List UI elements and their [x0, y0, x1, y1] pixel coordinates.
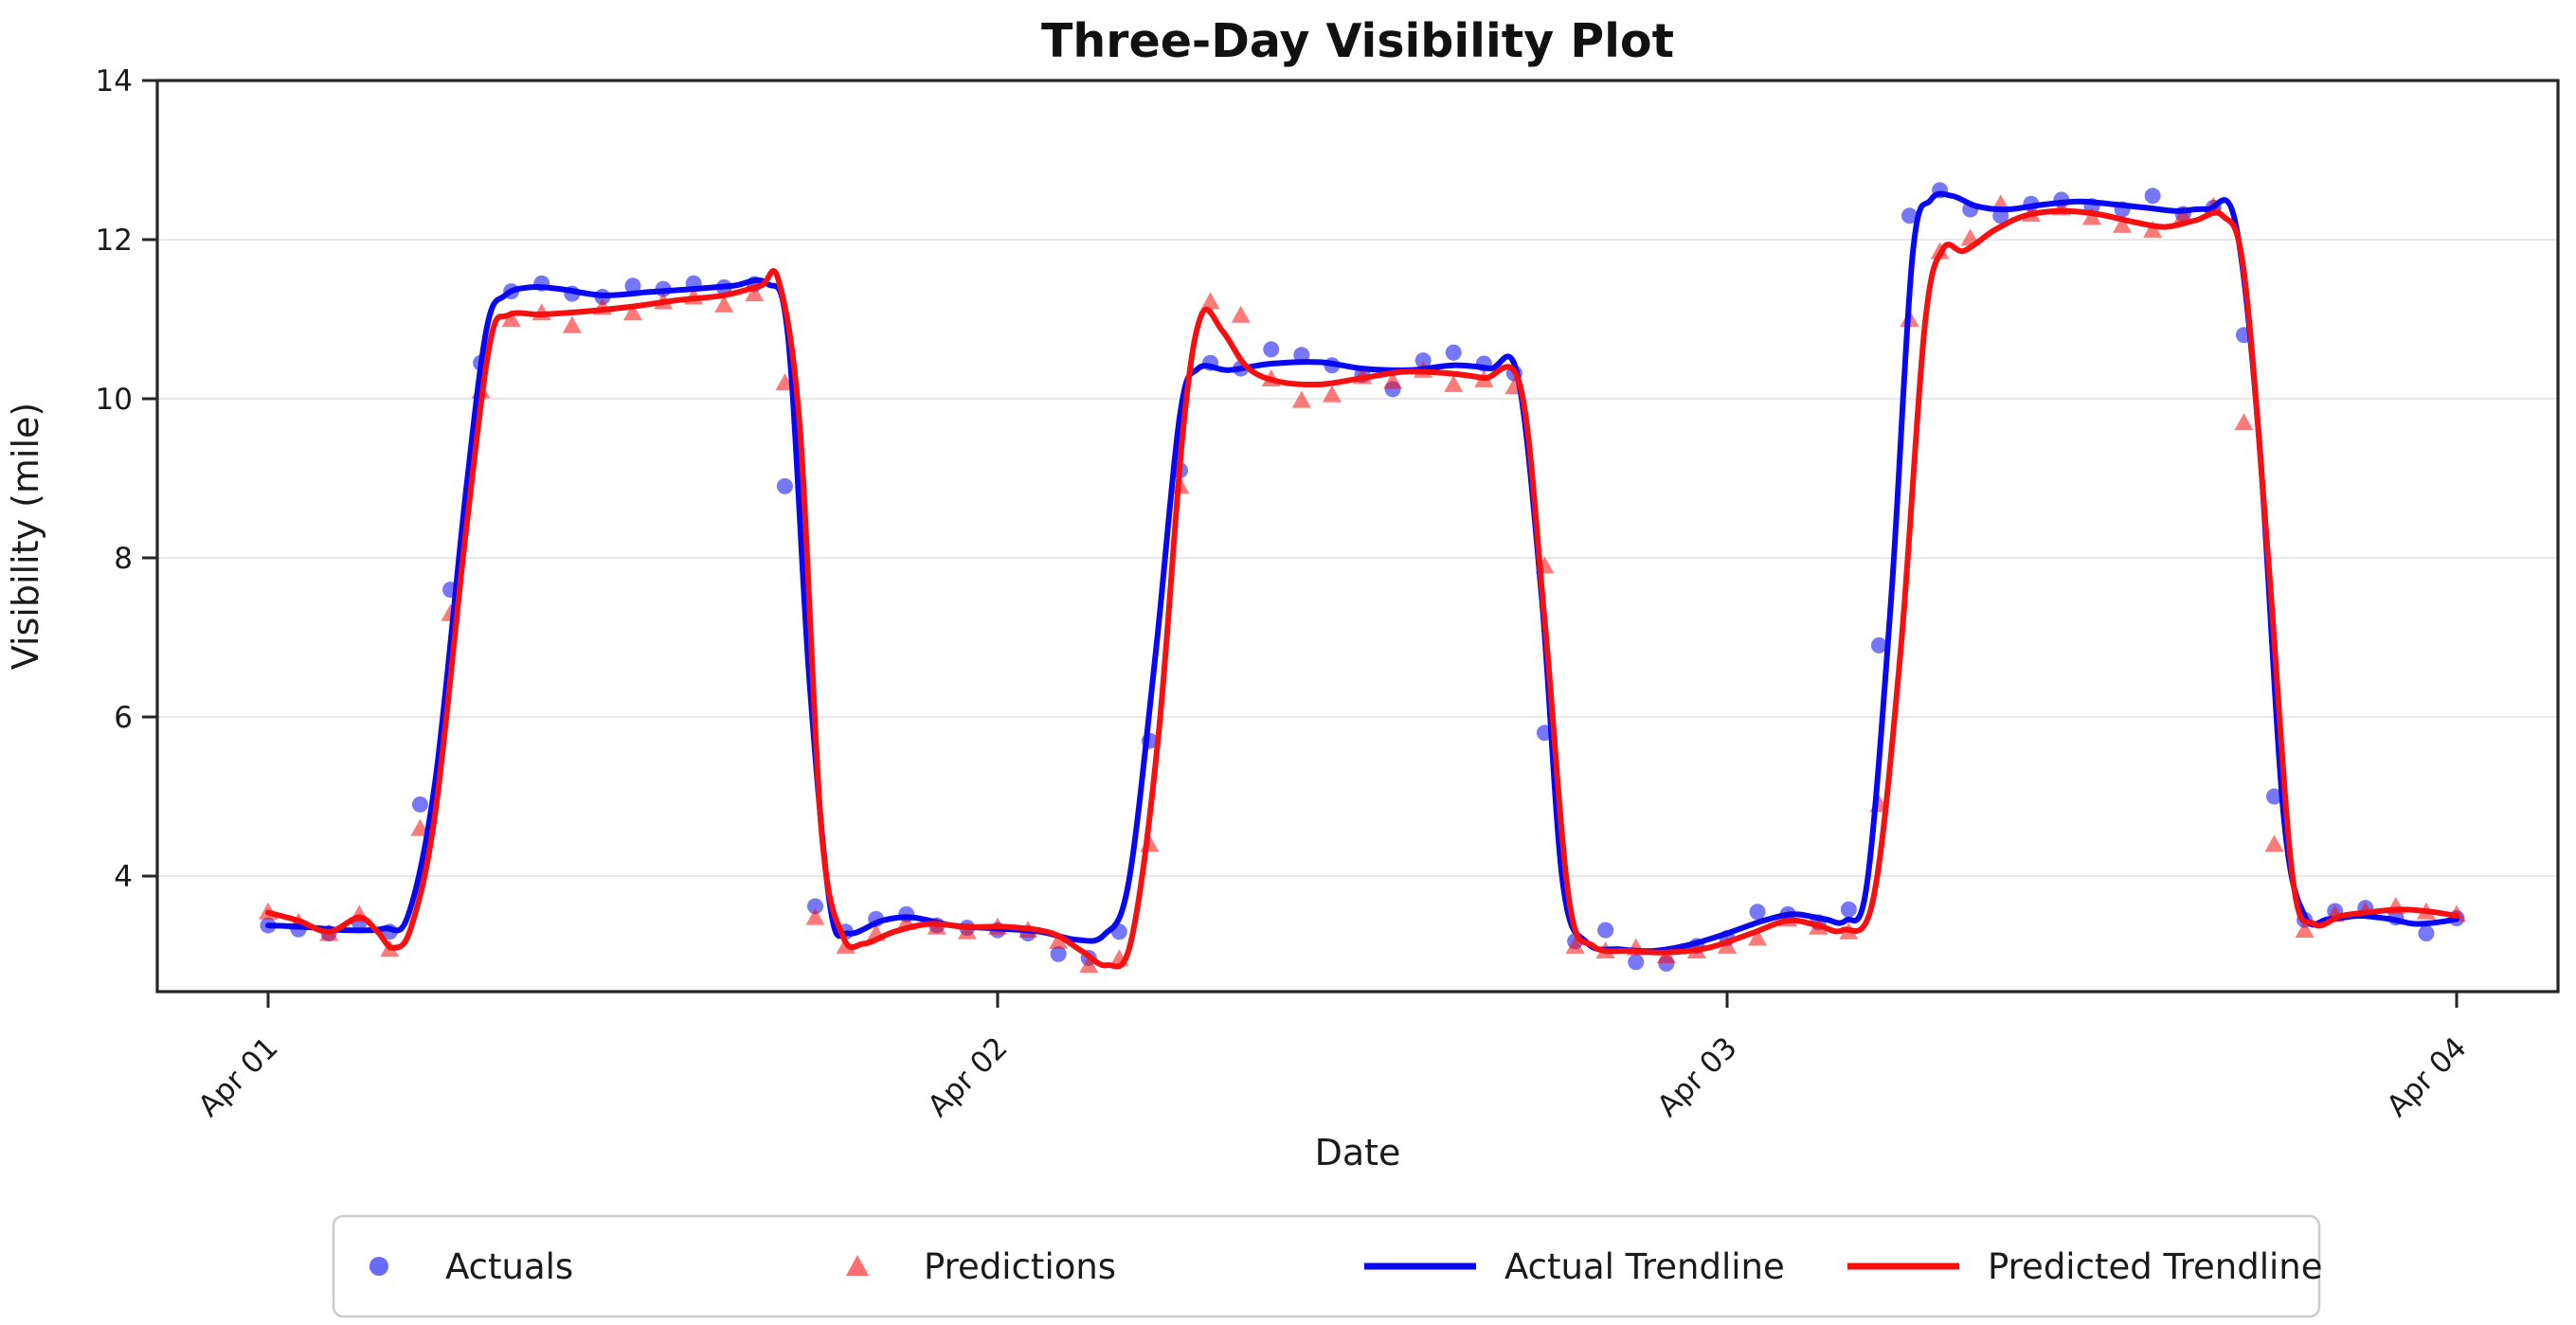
actuals-point [1900, 207, 1918, 224]
trendlines [265, 190, 2459, 970]
predictions-point [1748, 928, 1768, 946]
y-axis-label: Visibility (mile) [5, 403, 46, 671]
predictions-point [1079, 956, 1099, 974]
predictions-point [805, 907, 825, 925]
predictions-point [1322, 385, 1342, 403]
y-tick-label: 12 [96, 224, 133, 258]
legend-actuals-label: Actuals [445, 1246, 573, 1287]
y-tick-label: 10 [96, 383, 133, 417]
actuals-point [2418, 924, 2435, 941]
predictions-point [957, 922, 977, 940]
predictions-point [1444, 374, 1464, 392]
x-tick-label: Apr 02 [921, 1030, 1014, 1123]
legend-actual-trendline-label: Actual Trendline [1504, 1246, 1785, 1287]
actuals-point [1628, 954, 1645, 971]
chart-title: Three-Day Visibility Plot [1041, 14, 1674, 68]
predictions-point [1383, 371, 1403, 389]
y-tick-label: 4 [114, 860, 133, 894]
predictions-point [2113, 215, 2133, 233]
axis-ticks [142, 79, 2459, 1008]
predictions-point [745, 284, 765, 302]
predictions-point [2173, 206, 2193, 224]
actuals-point [1749, 904, 1766, 921]
x-tick-label: Apr 01 [191, 1030, 284, 1123]
actuals-point [1445, 344, 1462, 361]
actuals-point [411, 796, 428, 813]
legend-predictions-marker-icon [846, 1255, 869, 1276]
legend-predictions-label: Predictions [924, 1246, 1116, 1287]
predictions-point [714, 295, 734, 313]
y-tick-label: 14 [96, 64, 133, 98]
legend-box [332, 1214, 2321, 1318]
x-tick-label: Apr 04 [2380, 1030, 2473, 1123]
predictions-point [2081, 207, 2101, 225]
predictions-point [1049, 931, 1069, 949]
predictions-point [2264, 834, 2284, 852]
legend: Actuals Predictions Actual Trendline Pre… [332, 1214, 2323, 1318]
y-tick-labels: 4 6 8 10 12 14 [96, 64, 133, 894]
actuals-point [806, 898, 823, 915]
legend-predicted-trendline-label: Predicted Trendline [1988, 1246, 2323, 1287]
actuals-point [776, 477, 793, 494]
predictions-point [1200, 292, 1220, 310]
predictions-point [562, 315, 582, 333]
legend-actuals-marker-icon [369, 1257, 388, 1276]
actuals-point [1870, 636, 1887, 654]
x-axis-label: Date [1315, 1132, 1401, 1173]
actuals-point [1050, 945, 1067, 962]
predictions-point [2234, 413, 2254, 431]
actuals-point [1263, 341, 1280, 358]
actuals-point [1840, 901, 1857, 918]
y-tick-label: 8 [114, 542, 133, 576]
actuals-point [1293, 347, 1310, 364]
predictions-point [1565, 936, 1585, 954]
actuals-point [1597, 922, 1614, 939]
actuals-point [2144, 188, 2161, 205]
x-tick-label: Apr 03 [1650, 1030, 1743, 1123]
predictions-point [2295, 921, 2315, 939]
actual-trendline [265, 190, 2459, 955]
predictions-point [1291, 390, 1311, 408]
x-tick-labels: Apr 01 Apr 02 Apr 03 Apr 04 [191, 1030, 2473, 1123]
actuals-point [1414, 352, 1432, 369]
predicted-trendline [265, 207, 2459, 970]
predictions-point [1231, 305, 1251, 323]
y-tick-label: 6 [114, 701, 133, 735]
predictions-point [501, 310, 521, 327]
actuals-point [624, 278, 641, 295]
predictions-point [622, 303, 642, 321]
actuals-point [2265, 788, 2282, 805]
predictions-point [2143, 220, 2163, 238]
plot-frame [155, 79, 2560, 994]
